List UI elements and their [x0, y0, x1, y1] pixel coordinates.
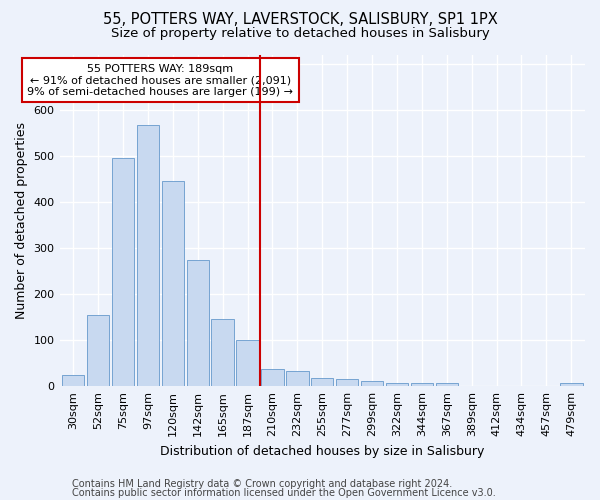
Bar	[386, 382, 408, 386]
Bar	[137, 125, 159, 386]
Bar	[560, 383, 583, 386]
Bar	[336, 380, 358, 386]
Bar	[87, 315, 109, 386]
Bar	[410, 384, 433, 386]
Bar	[211, 318, 234, 386]
Text: 55 POTTERS WAY: 189sqm
← 91% of detached houses are smaller (2,091)
9% of semi-d: 55 POTTERS WAY: 189sqm ← 91% of detached…	[28, 64, 293, 97]
Bar	[361, 380, 383, 386]
Text: 55, POTTERS WAY, LAVERSTOCK, SALISBURY, SP1 1PX: 55, POTTERS WAY, LAVERSTOCK, SALISBURY, …	[103, 12, 497, 28]
Bar	[286, 371, 308, 386]
Bar	[311, 378, 334, 386]
Text: Contains HM Land Registry data © Crown copyright and database right 2024.: Contains HM Land Registry data © Crown c…	[72, 479, 452, 489]
Bar	[161, 182, 184, 386]
Bar	[112, 158, 134, 386]
Bar	[261, 369, 284, 386]
Text: Contains public sector information licensed under the Open Government Licence v3: Contains public sector information licen…	[72, 488, 496, 498]
Bar	[187, 260, 209, 386]
Bar	[62, 374, 85, 386]
Text: Size of property relative to detached houses in Salisbury: Size of property relative to detached ho…	[110, 28, 490, 40]
Bar	[436, 383, 458, 386]
Y-axis label: Number of detached properties: Number of detached properties	[15, 122, 28, 319]
Bar	[236, 340, 259, 386]
X-axis label: Distribution of detached houses by size in Salisbury: Distribution of detached houses by size …	[160, 444, 484, 458]
